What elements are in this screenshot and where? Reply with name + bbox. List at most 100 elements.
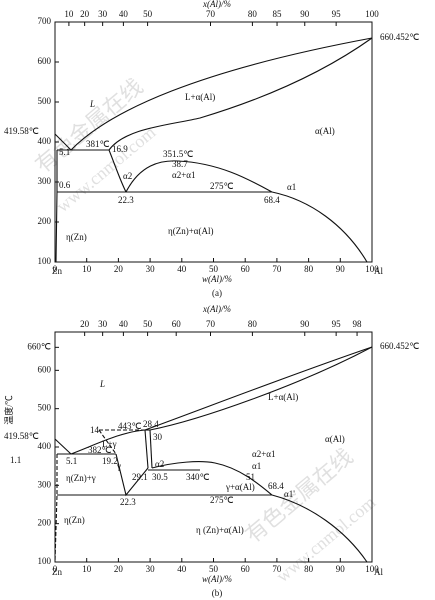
x-tick-label: 20 xyxy=(114,564,124,574)
annotation: L+γ xyxy=(102,439,117,449)
annotation: L+α(Al) xyxy=(185,92,215,102)
x-top-tick-label: 10 xyxy=(64,9,74,19)
y-tick-label: 400 xyxy=(38,136,52,146)
y-tick-label: 660℃ xyxy=(27,341,51,351)
annotation: α1 xyxy=(252,461,261,471)
x-top-tick-label: 98 xyxy=(353,319,363,329)
x-top-tick-label: 95 xyxy=(332,319,342,329)
phase-boundaries-a xyxy=(54,37,373,263)
annotation: α2+α1 xyxy=(172,170,196,180)
end-label: Zn xyxy=(52,567,62,577)
annotation: η(Zn)+α(Al) xyxy=(168,226,213,236)
annotations-b: 419.58℃ 1.1 660.452℃ L L+γ 14 443℃ 28.4 … xyxy=(3,304,419,598)
annotation: γ xyxy=(116,461,121,471)
solidus xyxy=(108,37,373,151)
gamma-boundary xyxy=(149,429,153,469)
miscibility-gap xyxy=(151,461,368,563)
x-tick-label: 70 xyxy=(272,564,282,574)
liquidus xyxy=(54,133,72,151)
annotation: L+α(Al) xyxy=(268,392,298,402)
annotation: 30 xyxy=(153,432,163,442)
annotation: 340℃ xyxy=(186,472,210,482)
annotation: 382℃ xyxy=(88,445,112,455)
annotation: 16.9 xyxy=(112,144,128,154)
zn-solvus xyxy=(54,454,58,563)
annotation: 5.1 xyxy=(66,456,77,466)
annotation: η (Zn)+α(Al) xyxy=(196,525,244,535)
annotation: 660.452℃ xyxy=(380,341,419,351)
annotation: α2+α1 xyxy=(252,449,276,459)
x-top-tick-label: 50 xyxy=(143,9,153,19)
axis-title: w(Al)/% xyxy=(202,574,232,584)
annotation: 68.4 xyxy=(264,195,280,205)
y-tick-label: 500 xyxy=(38,96,52,106)
annotation: 68.4 xyxy=(268,481,284,491)
x-tick-label: 40 xyxy=(177,264,187,274)
annotation: 0.6 xyxy=(59,180,71,190)
x-top-tick-label: 20 xyxy=(80,319,90,329)
y-tick-label: 600 xyxy=(38,364,52,374)
x-tick-label: 30 xyxy=(146,264,156,274)
y-tick-label: 100 xyxy=(38,556,52,566)
x-tick-label: 90 xyxy=(336,564,346,574)
x-tick-label: 40 xyxy=(177,564,187,574)
end-label: Zn xyxy=(52,266,62,276)
x-tick-label: 80 xyxy=(304,264,314,274)
annotation: 51 xyxy=(246,472,255,482)
solvus xyxy=(108,149,127,193)
x-top-tick-label: 30 xyxy=(98,319,108,329)
annotation: 381℃ xyxy=(86,139,110,149)
annotation: α1 xyxy=(287,182,296,192)
y-tick-label: 300 xyxy=(38,479,52,489)
x-top-tick-label: 80 xyxy=(248,319,258,329)
axis-title: 温度/℃ xyxy=(3,395,14,425)
x-top-tick-label: 90 xyxy=(300,319,310,329)
x-top-tick-label: 90 xyxy=(300,9,310,19)
x-top-tick-label: 95 xyxy=(332,9,342,19)
annotation: 419.58℃ xyxy=(4,431,39,441)
x-top-tick-label: 30 xyxy=(98,9,108,19)
y-tick-label: 300 xyxy=(38,176,52,186)
y-tick-label: 200 xyxy=(38,518,52,528)
gamma-boundary xyxy=(98,429,117,455)
zn-solvus xyxy=(55,150,58,263)
x-tick-label: 60 xyxy=(241,564,251,574)
axis-title: w(Al)/% xyxy=(202,274,232,284)
x-tick-label: 100 xyxy=(365,264,379,274)
liquidus xyxy=(70,37,373,151)
annotation: 660.452℃ xyxy=(380,32,419,42)
annotation: 443℃ xyxy=(118,421,142,431)
gamma-boundary xyxy=(144,429,149,469)
annotation: 275℃ xyxy=(210,181,234,191)
annotation: α1' xyxy=(284,489,295,499)
x-top-tick-label: 20 xyxy=(80,9,90,19)
x-tick-label: 100 xyxy=(365,564,379,574)
annotation: η(Zn)+γ xyxy=(66,473,96,483)
annotation: α(Al) xyxy=(325,434,345,444)
end-label: Al xyxy=(374,266,383,276)
x-tick-label: 90 xyxy=(336,264,346,274)
caption: (b) xyxy=(212,588,223,598)
x-top-tick-label: 100 xyxy=(365,9,379,19)
x-top-tick-label: 40 xyxy=(119,9,129,19)
annotation: α2 xyxy=(155,459,164,469)
x-top-tick-label: 50 xyxy=(143,319,153,329)
annotation: 22.3 xyxy=(118,195,134,205)
y-tick-label: 600 xyxy=(38,56,52,66)
annotation: γ+α(Al) xyxy=(225,482,255,492)
annotation: 38.7 xyxy=(172,159,188,169)
annotation: 351.5℃ xyxy=(163,149,193,159)
x-tick-label: 30 xyxy=(146,564,156,574)
annotation: 1.1 xyxy=(10,455,21,465)
x-top-tick-label: 60 xyxy=(172,319,182,329)
end-label: Al xyxy=(374,567,383,577)
annotation: 419.58℃ xyxy=(4,126,39,136)
annotation: η(Zn) xyxy=(66,232,87,242)
caption: (a) xyxy=(212,288,222,298)
x-top-tick-label: 40 xyxy=(119,319,129,329)
solidus xyxy=(149,346,373,431)
phase-boundaries-b xyxy=(54,346,373,563)
annotation: 19.2 xyxy=(102,456,118,466)
x-tick-label: 80 xyxy=(304,564,314,574)
